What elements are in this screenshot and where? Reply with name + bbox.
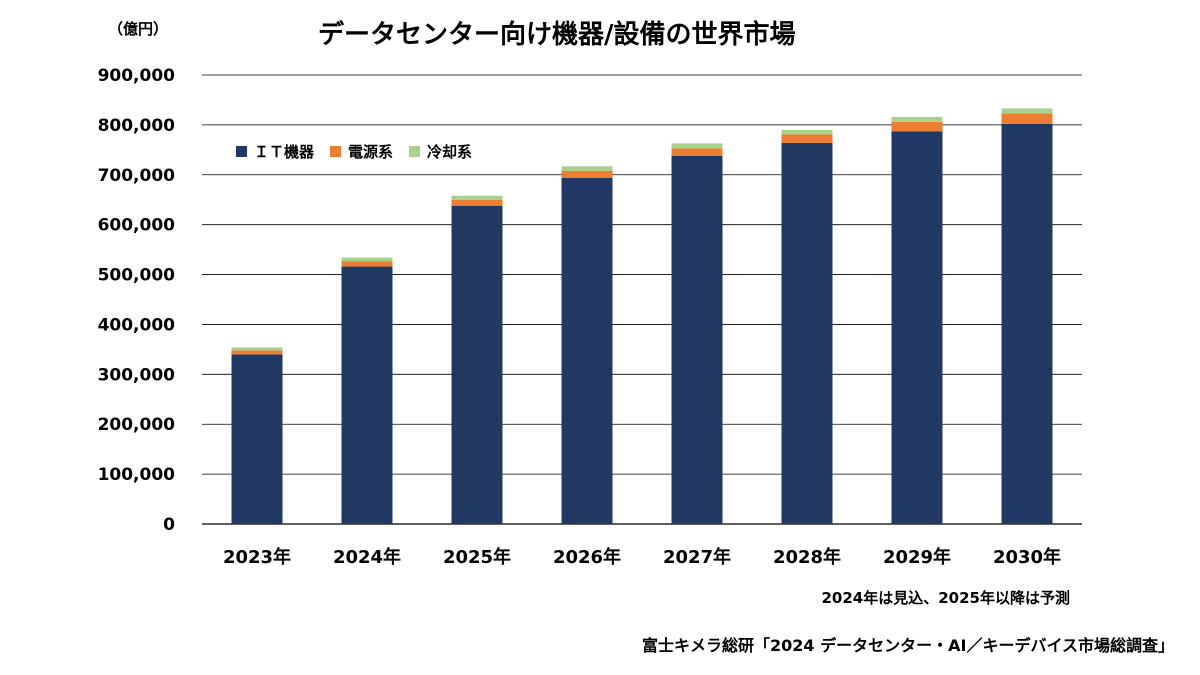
bar-segment-it bbox=[1001, 123, 1053, 524]
y-axis-unit-label: （億円） bbox=[108, 20, 169, 38]
y-tick-label: 400,000 bbox=[98, 315, 176, 335]
legend-swatch-it bbox=[236, 146, 247, 157]
bars bbox=[231, 108, 1053, 525]
legend-label-power: 電源系 bbox=[348, 143, 394, 161]
bar-segment-cooling bbox=[1001, 108, 1053, 114]
y-tick-label: 500,000 bbox=[98, 266, 176, 286]
y-axis-ticks: 0 100,000 200,000 300,000 400,000 500,000 600,… bbox=[98, 66, 176, 535]
x-tick-label: 2026年 bbox=[553, 546, 621, 568]
bar-segment-power bbox=[1001, 113, 1053, 124]
bar-segment-it bbox=[561, 177, 613, 524]
bar-segment-cooling bbox=[341, 257, 393, 262]
bar-segment-it bbox=[231, 354, 283, 524]
bar-segment-cooling bbox=[671, 143, 723, 149]
bar-segment-power bbox=[671, 148, 723, 156]
bar-segment-power bbox=[341, 261, 393, 267]
legend-label-it: ＩＴ機器 bbox=[254, 143, 315, 161]
bar-segment-power bbox=[781, 134, 833, 143]
legend-swatch-power bbox=[330, 146, 342, 157]
legend: ＩＴ機器 電源系 冷却系 bbox=[236, 141, 488, 162]
y-tick-label: 700,000 bbox=[98, 166, 176, 186]
bar-segment-cooling bbox=[891, 116, 943, 122]
bar-segment-power bbox=[231, 350, 283, 355]
bar-segment-power bbox=[561, 170, 613, 178]
x-tick-label: 2030年 bbox=[993, 546, 1061, 568]
x-tick-label: 2023年 bbox=[223, 546, 291, 568]
y-tick-label: 800,000 bbox=[98, 116, 176, 136]
legend-item-it: ＩＴ機器 bbox=[236, 141, 314, 162]
forecast-note: 2024年は見込、2025年以降は予測 bbox=[821, 589, 1071, 607]
bar-segment-cooling bbox=[561, 166, 613, 171]
y-tick-label: 200,000 bbox=[98, 415, 176, 435]
x-tick-label: 2028年 bbox=[773, 546, 841, 568]
bar-segment-cooling bbox=[231, 347, 283, 351]
bar-segment-it bbox=[451, 205, 503, 524]
x-tick-label: 2027年 bbox=[663, 546, 731, 568]
y-tick-label: 300,000 bbox=[98, 365, 176, 385]
bar-segment-it bbox=[341, 266, 393, 524]
x-tick-label: 2025年 bbox=[443, 546, 511, 568]
legend-label-cooling: 冷却系 bbox=[427, 143, 473, 161]
y-tick-label: 0 bbox=[163, 515, 175, 535]
x-tick-label: 2029年 bbox=[883, 546, 951, 568]
y-tick-label: 100,000 bbox=[98, 465, 176, 485]
bar-segment-power bbox=[891, 121, 943, 132]
y-tick-label: 900,000 bbox=[98, 66, 176, 86]
bar-segment-power bbox=[451, 199, 503, 206]
chart-title: データセンター向け機器/設備の世界市場 bbox=[318, 20, 796, 50]
legend-item-cooling: 冷却系 bbox=[409, 141, 472, 162]
bar-segment-cooling bbox=[451, 195, 503, 200]
bar-segment-it bbox=[891, 131, 943, 524]
bar-segment-cooling bbox=[781, 129, 833, 135]
bar-segment-it bbox=[671, 155, 723, 524]
bar-segment-it bbox=[781, 142, 833, 525]
x-axis-ticks: 2023年 2024年 2025年 2026年 2027年 2028年 2029年 2030年 bbox=[223, 546, 1061, 568]
y-tick-label: 600,000 bbox=[98, 216, 176, 236]
legend-swatch-cooling bbox=[409, 146, 421, 157]
x-tick-label: 2024年 bbox=[333, 546, 401, 568]
legend-item-power: 電源系 bbox=[330, 141, 393, 162]
source-citation: 富士キメラ総研「2024 データセンター・AI／キーデバイス市場総調査」 bbox=[642, 636, 1174, 655]
